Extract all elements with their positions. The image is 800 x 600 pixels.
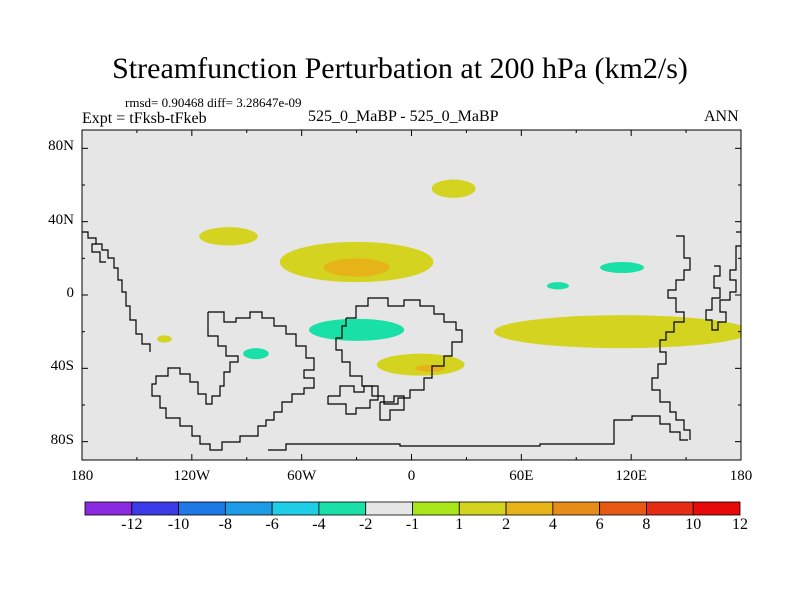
anomaly-region-7 xyxy=(243,348,269,360)
colorbar xyxy=(84,501,741,516)
colorbar-label: 2 xyxy=(502,516,511,533)
colorbar-swatch xyxy=(224,501,273,516)
coastline-baja xyxy=(91,243,106,263)
x-tick-label: 180 xyxy=(729,468,753,484)
colorbar-swatch xyxy=(505,501,554,516)
colorbar-swatch xyxy=(458,501,507,516)
colorbar-label: 6 xyxy=(595,516,604,533)
anomaly-region-10 xyxy=(347,397,513,424)
y-tick-label: 80S xyxy=(50,431,74,448)
colorbar-swatch xyxy=(131,501,179,516)
colorbar-swatch xyxy=(365,501,413,516)
anomaly-region-11 xyxy=(157,335,172,343)
x-tick-label: 180 xyxy=(70,468,94,484)
anomaly-region-2 xyxy=(199,227,258,246)
colorbar-label: 1 xyxy=(455,516,464,533)
anomaly-region-6 xyxy=(308,318,405,341)
experiment-label: Expt = tFksb-tFkeb xyxy=(82,110,207,127)
coastline-peninsula xyxy=(327,385,379,415)
x-tick-label: 120E xyxy=(615,468,647,484)
colorbar-swatch xyxy=(412,501,460,516)
coastline-asia xyxy=(651,235,691,440)
anomaly-region-13 xyxy=(600,262,644,273)
y-tick-label: 80N xyxy=(48,138,74,155)
colorbar-label: 10 xyxy=(685,516,702,533)
y-tick-label: 0 xyxy=(66,285,75,301)
anomaly-layer xyxy=(155,179,741,424)
coastlines xyxy=(82,231,741,451)
coastline-island xyxy=(379,395,405,421)
colorbar-swatch xyxy=(84,501,133,516)
anomaly-region-3 xyxy=(365,219,439,239)
y-tick-label: 40S xyxy=(50,358,74,375)
anomaly-region-14 xyxy=(546,282,569,290)
colorbar-swatch xyxy=(271,501,320,516)
colorbar-swatch xyxy=(552,501,601,516)
coastline-east-asia xyxy=(705,245,741,331)
colorbar-label: -10 xyxy=(167,516,190,533)
chart-title: Streamfunction Perturbation at 200 hPa (… xyxy=(112,52,688,85)
stats-line: rmsd= 0.90468 diff= 3.28647e-09 xyxy=(125,95,302,110)
anomaly-region-12 xyxy=(475,254,732,292)
colorbar-swatch xyxy=(318,501,367,516)
x-tick-label: 60E xyxy=(509,468,534,484)
anomaly-region-8 xyxy=(376,353,465,376)
colorbar-label: -8 xyxy=(218,516,232,533)
colorbar-label: -1 xyxy=(405,516,420,533)
colorbar-swatch xyxy=(646,501,694,516)
colorbar-label: 4 xyxy=(548,516,557,533)
colorbar-label: -6 xyxy=(265,516,279,533)
period-label: ANN xyxy=(704,108,739,125)
colorbar-swatch xyxy=(599,501,647,516)
x-tick-label: 0 xyxy=(407,468,416,484)
colorbar-label: -12 xyxy=(121,516,143,533)
colorbar-label: 8 xyxy=(642,516,651,533)
anomaly-region-1 xyxy=(323,258,390,277)
coastline-antarctica xyxy=(268,415,688,451)
colorbar-label: -2 xyxy=(359,516,373,533)
axis-ticks xyxy=(81,130,742,460)
x-tick-label: 120W xyxy=(173,468,211,484)
colorbar-swatch xyxy=(178,501,226,516)
anomaly-region-4 xyxy=(431,179,476,198)
coastline-south-america xyxy=(151,311,315,451)
colorbar-swatch xyxy=(692,501,741,516)
case-label: 525_0_MaBP - 525_0_MaBP xyxy=(308,108,499,125)
colorbar-label: -4 xyxy=(312,516,326,533)
coastline-africa xyxy=(335,297,463,405)
colorbar-label: 12 xyxy=(732,516,748,533)
y-tick-label: 40N xyxy=(48,211,74,228)
x-tick-label: 60W xyxy=(287,468,317,484)
anomaly-region-15 xyxy=(493,315,741,349)
